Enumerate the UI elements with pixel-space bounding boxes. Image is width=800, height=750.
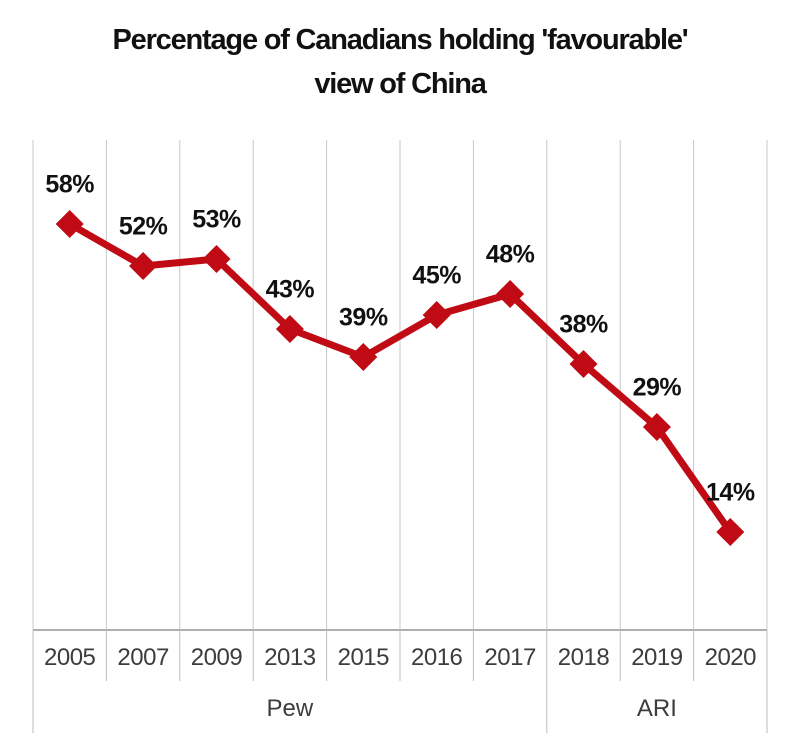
x-axis-label: 2013 [264,643,316,671]
data-point-label: 45% [412,261,461,290]
data-point-marker [642,413,671,441]
data-point-marker [422,301,451,329]
trend-line [66,220,734,536]
axis-group-label: ARI [636,695,677,722]
data-point-label: 39% [339,303,388,332]
data-point-marker [129,252,158,280]
data-point-marker [349,343,378,371]
data-point-marker [202,245,231,273]
data-point-label: 58% [45,170,94,199]
x-axis-label: 2017 [484,643,536,671]
x-axis-label: 2016 [410,643,463,671]
data-point-marker [496,280,525,308]
x-axis-label: 2018 [557,643,610,671]
chart-title: Percentage of Canadians holding 'favoura… [0,18,800,106]
data-point-label: 14% [706,478,755,507]
data-point-label: 38% [559,310,608,339]
x-axis-label: 2009 [190,643,243,671]
data-point-marker [716,518,745,546]
data-point-label: 53% [192,205,241,234]
x-axis-label: 2005 [43,643,96,671]
chart-title-line-1: Percentage of Canadians holding 'favoura… [112,24,689,56]
data-point-marker [569,350,598,378]
x-axis-label: 2020 [704,643,757,671]
x-axis-label: 2015 [337,643,390,671]
axis-group-label: Pew [266,695,314,722]
data-point-label: 52% [118,212,168,241]
chart-title-line-2: view of China [314,68,487,100]
x-axis-label: 2019 [631,643,683,671]
data-point-label: 29% [632,373,682,402]
data-point-marker [275,315,304,343]
data-point-label: 48% [485,240,535,269]
data-point-label: 43% [265,275,315,304]
data-point-marker [55,210,84,238]
x-axis-label: 2007 [117,643,169,671]
